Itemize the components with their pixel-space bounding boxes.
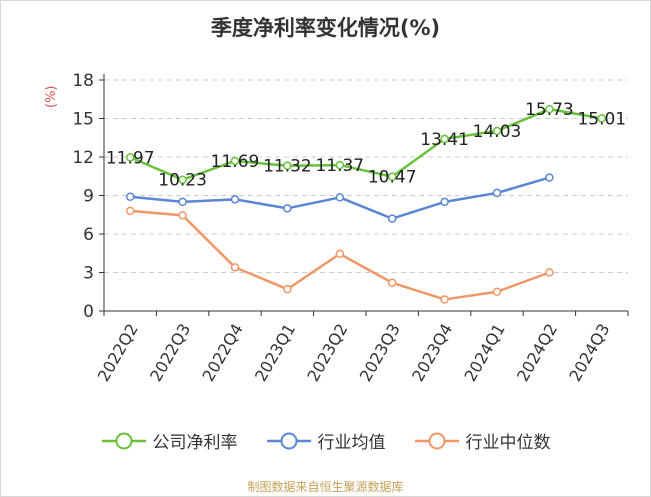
y-tick-label: 15 — [72, 110, 94, 130]
data-label: 15.01 — [577, 109, 626, 129]
x-tick-label: 2024Q1 — [461, 320, 509, 384]
data-point — [440, 197, 449, 207]
y-tick-label: 12 — [72, 148, 94, 168]
legend-label: 行业均值 — [317, 433, 386, 453]
data-point — [440, 134, 449, 144]
x-tick-label: 2022Q2 — [94, 320, 142, 384]
legend-swatch-icon — [101, 432, 146, 449]
data-point — [230, 156, 240, 166]
y-tick-label: 6 — [83, 225, 94, 245]
legend-label: 公司净利率 — [152, 433, 238, 453]
data-point — [178, 197, 187, 207]
data-point — [492, 287, 502, 296]
data-point — [283, 284, 292, 294]
data-point — [125, 206, 135, 216]
data-point — [178, 211, 187, 220]
data-label: 15.73 — [525, 100, 574, 120]
data-point — [387, 214, 397, 223]
data-point — [387, 278, 397, 288]
data-label: 10.47 — [368, 168, 417, 188]
data-label: 11.69 — [211, 152, 260, 172]
x-tick-label: 2024Q2 — [513, 320, 561, 384]
data-label: 11.97 — [106, 148, 155, 168]
x-tick-label: 2023Q1 — [251, 320, 299, 384]
data-point — [387, 172, 397, 181]
x-tick-label: 2023Q3 — [356, 320, 404, 384]
data-point — [492, 188, 502, 198]
data-point — [545, 173, 554, 182]
data-label: 11.32 — [263, 157, 312, 177]
x-tick-label: 2022Q4 — [199, 320, 247, 384]
legend-item[interactable]: 行业中位数 — [414, 428, 551, 453]
series-line — [129, 107, 603, 181]
data-point — [492, 126, 502, 136]
data-point — [545, 104, 554, 114]
legend-label: 行业中位数 — [465, 433, 551, 453]
data-point — [230, 263, 240, 272]
data-label: 14.03 — [473, 122, 522, 142]
legend-item[interactable]: 公司净利率 — [101, 428, 238, 453]
legend-swatch-icon — [266, 432, 311, 449]
data-point — [597, 114, 607, 123]
data-point — [545, 268, 554, 277]
data-point — [230, 195, 240, 204]
line-chart: 0 3 6 9 12 15 18 2022Q2 2022Q3 2022Q4 2023Q1 2023Q2… — [72, 71, 629, 385]
legend-swatch-icon — [414, 432, 459, 449]
data-point — [125, 153, 135, 162]
data-label: 11.37 — [315, 156, 364, 176]
data-label: 10.23 — [158, 171, 207, 191]
data-point — [335, 193, 345, 202]
data-source-note: 制图数据来自恒生聚源数据库 — [247, 480, 404, 494]
x-tick-label: 2022Q3 — [146, 320, 194, 384]
data-label: 13.41 — [420, 130, 469, 150]
legend-item[interactable]: 行业均值 — [266, 428, 386, 453]
y-tick-label: 9 — [83, 187, 94, 207]
y-tick-label: 18 — [72, 71, 94, 91]
legend: 公司净利率 行业均值 行业中位数 — [0, 428, 651, 453]
x-tick-label: 2023Q4 — [408, 320, 456, 384]
x-tick-label: 2024Q3 — [565, 320, 613, 384]
chart-title: 季度净利率变化情况(%) — [210, 16, 441, 40]
data-point — [283, 161, 292, 170]
data-point — [440, 295, 449, 304]
data-point — [335, 249, 345, 259]
data-point — [178, 175, 187, 184]
x-tick-label: 2023Q2 — [303, 320, 351, 384]
y-tick-label: 0 — [83, 302, 94, 322]
data-point — [283, 204, 292, 213]
y-tick-label: 3 — [83, 264, 94, 284]
data-point — [125, 192, 135, 202]
data-point — [335, 160, 345, 170]
